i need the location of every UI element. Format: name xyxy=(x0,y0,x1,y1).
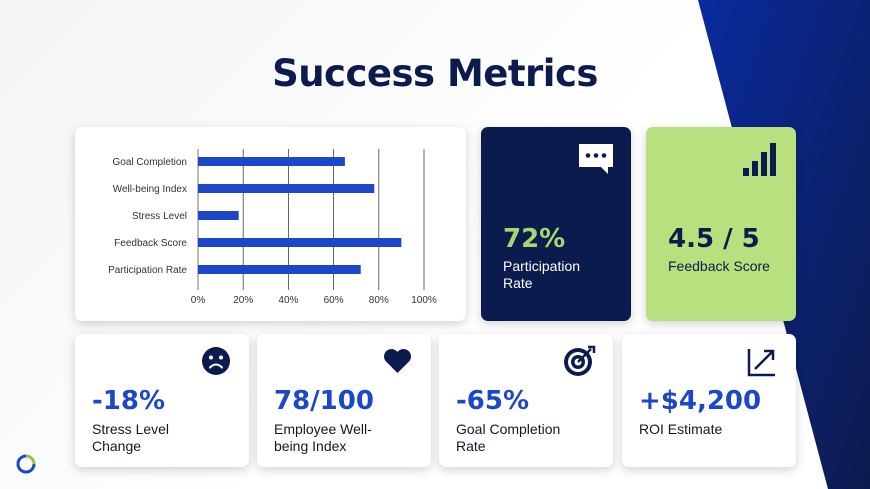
x-tick-label: 80% xyxy=(369,295,389,306)
chat-bubble-icon xyxy=(579,144,613,174)
category-label: Participation Rate xyxy=(108,265,187,276)
brand-logo-icon xyxy=(16,454,36,474)
bar-chart: 0% 20% 40% 60% 80% 100% Goal Completion Well-be… xyxy=(108,149,437,306)
roi-card: +$4,200 ROI Estimate xyxy=(622,334,796,467)
category-label: Feedback Score xyxy=(114,238,187,249)
target-icon xyxy=(564,345,596,376)
participation-label: Participation Rate xyxy=(503,258,581,291)
stress-level-card: -18% Stress Level Change xyxy=(75,334,249,467)
stress-level-label: Stress Level Change xyxy=(92,421,170,454)
wellbeing-value: 78/100 xyxy=(274,386,374,416)
goal-completion-value: -65% xyxy=(456,386,530,416)
stress-level-value: -18% xyxy=(92,386,166,416)
bar xyxy=(198,211,239,220)
wellbeing-label: Employee Well-being Index xyxy=(274,421,372,454)
feedback-value: 4.5 / 5 xyxy=(668,224,760,254)
x-tick-label: 40% xyxy=(278,295,298,306)
trend-arrow-icon xyxy=(747,349,775,377)
category-label: Well-being Index xyxy=(113,184,187,195)
category-label: Stress Level xyxy=(132,211,187,222)
x-tick-label: 0% xyxy=(191,295,206,306)
feedback-card: 4.5 / 5 Feedback Score xyxy=(646,127,796,321)
x-tick-label: 100% xyxy=(411,295,437,306)
bar-chart-card: 0% 20% 40% 60% 80% 100% Goal Completion Well-be… xyxy=(75,127,466,321)
category-label: Goal Completion xyxy=(113,157,187,168)
sad-face-icon xyxy=(202,347,230,375)
x-tick-label: 20% xyxy=(233,295,253,306)
bar xyxy=(198,184,375,193)
roi-label: ROI Estimate xyxy=(639,421,723,437)
participation-card: 72% Participation Rate xyxy=(481,127,631,321)
wellbeing-card: 78/100 Employee Well-being Index xyxy=(257,334,431,467)
feedback-label: Feedback Score xyxy=(668,258,770,274)
bar xyxy=(198,157,345,166)
heart-icon xyxy=(384,349,411,373)
participation-value: 72% xyxy=(503,224,566,254)
goal-completion-label: Goal Completion Rate xyxy=(456,421,561,454)
bar xyxy=(198,265,361,274)
x-tick-label: 60% xyxy=(324,295,344,306)
signal-bars-icon xyxy=(743,143,776,176)
page-title: Success Metrics xyxy=(272,52,598,95)
goal-completion-card: -65% Goal Completion Rate xyxy=(439,334,613,467)
bar xyxy=(198,238,402,247)
roi-value: +$4,200 xyxy=(639,386,762,416)
